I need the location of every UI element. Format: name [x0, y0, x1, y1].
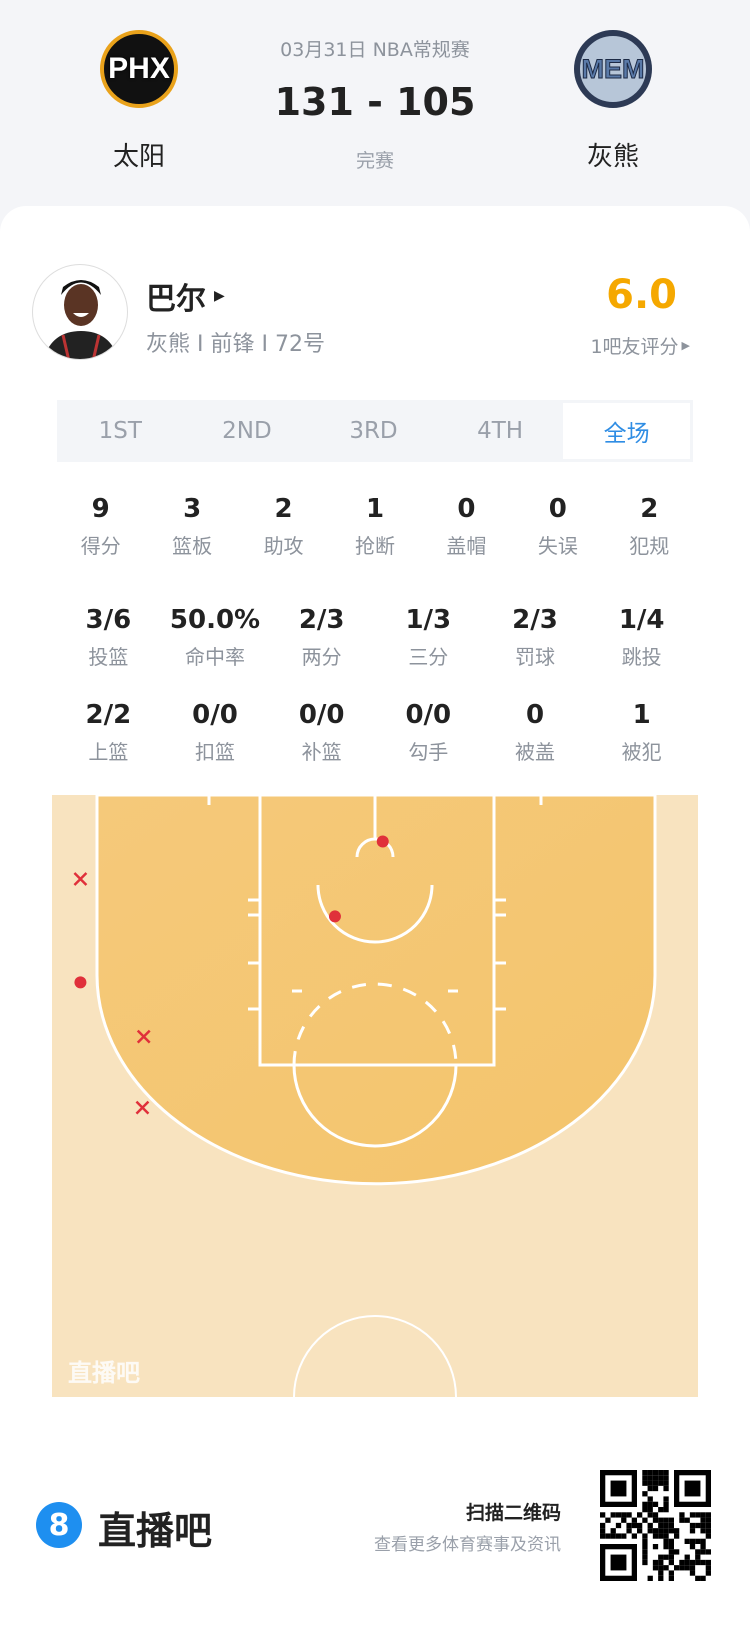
shot-made-marker — [376, 835, 389, 848]
stat-value: 2 — [640, 494, 659, 524]
stats-row-basic: 9 得分 3 篮板 2 助攻 1 抢断 0 盖帽 0 失误 2 犯规 — [55, 492, 695, 559]
home-team-name: 太阳 — [112, 142, 165, 172]
shot-missed-marker — [135, 1100, 150, 1115]
stat-value: 3 — [183, 494, 202, 524]
stat-label: 罚球 — [514, 645, 555, 669]
player-avatar — [32, 264, 128, 360]
stat-value: 2 — [274, 494, 293, 524]
tab-1st[interactable]: 1ST — [98, 418, 142, 444]
tab-2nd[interactable]: 2ND — [222, 418, 272, 444]
home-team-logo[interactable]: PHX — [100, 30, 178, 108]
stat-label: 命中率 — [184, 645, 245, 669]
stat-value: 0/0 — [298, 700, 345, 730]
player-name-link[interactable]: 巴尔 ▶ — [146, 274, 225, 318]
shot-made-marker — [74, 976, 87, 989]
period-tabs: 1ST 2ND 3RD 4TH 全场 — [57, 400, 693, 462]
stat-2: 2/3 两分 — [268, 603, 375, 670]
stat-5: 1 被犯 — [588, 698, 695, 765]
rating-label: 1吧友评分 — [590, 336, 679, 358]
qr-subtitle: 查看更多体育赛事及资讯 — [374, 1535, 561, 1555]
stat-5: 1/4 跳投 — [588, 603, 695, 670]
shot-made-marker — [328, 910, 341, 923]
player-name: 巴尔 — [146, 282, 206, 317]
shot-chart: 直播吧 — [52, 795, 698, 1397]
stat-value: 1 — [632, 700, 651, 730]
stat-value: 0/0 — [405, 700, 452, 730]
court-lines — [207, 795, 543, 1397]
stat-value: 0 — [548, 494, 567, 524]
stat-4: 0 被盖 — [482, 698, 589, 765]
stat-4: 0 盖帽 — [421, 492, 512, 559]
match-score: 131 - 105 — [274, 80, 476, 124]
stat-value: 50.0% — [169, 605, 261, 635]
stat-value: 0 — [457, 494, 476, 524]
stat-label: 得分 — [80, 534, 121, 558]
stat-label: 被盖 — [514, 740, 555, 764]
stat-1: 50.0% 命中率 — [162, 603, 269, 670]
stat-label: 扣篮 — [194, 740, 235, 764]
shot-missed-marker — [136, 1029, 151, 1044]
stat-value: 2/2 — [85, 700, 132, 730]
stat-label: 投篮 — [88, 645, 129, 669]
stat-6: 2 犯规 — [604, 492, 695, 559]
brand-logo-icon: 8 — [36, 1502, 82, 1548]
stat-label: 助攻 — [263, 534, 304, 558]
stat-label: 被犯 — [621, 740, 662, 764]
stat-label: 上篮 — [88, 740, 129, 764]
away-logo-text: MEM — [581, 53, 645, 84]
stat-value: 1 — [365, 494, 385, 524]
stat-value: 2/3 — [298, 605, 345, 635]
qr-code[interactable] — [600, 1470, 711, 1581]
caret-right-icon: ▶ — [214, 288, 225, 304]
stat-5: 0 失误 — [512, 492, 603, 559]
stat-0: 2/2 上篮 — [55, 698, 162, 765]
stat-value: 3/6 — [85, 605, 132, 635]
player-info: 灰熊 I 前锋 I 72号 — [146, 332, 325, 357]
watermark-logo: 直播吧 — [68, 1359, 140, 1387]
stat-4: 2/3 罚球 — [482, 603, 589, 670]
match-date-league: 03月31日 NBA常规赛 — [280, 39, 470, 61]
stat-value: 1/3 — [405, 605, 452, 635]
tab-4th[interactable]: 4TH — [477, 418, 524, 444]
stat-3: 0/0 勾手 — [375, 698, 482, 765]
qr-title: 扫描二维码 — [465, 1502, 561, 1524]
tab-3rd[interactable]: 3RD — [349, 418, 398, 444]
stats-row-shooting: 3/6 投篮 50.0% 命中率 2/3 两分 1/3 三分 2/3 罚球 1/4 跳投 — [55, 603, 695, 670]
three-point-area — [95, 795, 657, 1186]
brand-name: 直播吧 — [98, 1509, 213, 1553]
stat-value: 9 — [91, 494, 110, 524]
stat-label: 两分 — [301, 645, 342, 669]
match-status: 完赛 — [355, 150, 394, 172]
stat-label: 犯规 — [629, 534, 670, 558]
home-logo-text: PHX — [108, 52, 170, 85]
stat-label: 勾手 — [408, 740, 449, 764]
tab-full-game[interactable]: 全场 — [563, 403, 690, 459]
stat-label: 篮板 — [172, 534, 213, 558]
stat-label: 抢断 — [354, 534, 395, 558]
stat-label: 失误 — [537, 534, 578, 558]
stat-label: 盖帽 — [446, 534, 487, 558]
stat-3: 1/3 三分 — [375, 603, 482, 670]
stat-value: 0/0 — [192, 700, 238, 730]
player-rating: 6.0 — [606, 272, 677, 318]
stat-0: 3/6 投篮 — [55, 603, 162, 670]
stat-value: 1/4 — [618, 605, 665, 635]
stat-1: 0/0 扣篮 — [162, 698, 269, 765]
stat-3: 1 抢断 — [329, 492, 420, 559]
stat-2: 2 助攻 — [238, 492, 329, 559]
caret-right-icon: ▶ — [681, 339, 690, 352]
stat-label: 跳投 — [621, 645, 662, 669]
stat-label: 三分 — [408, 645, 449, 669]
stat-2: 0/0 补篮 — [268, 698, 375, 765]
stat-value: 0 — [525, 700, 545, 730]
away-team-name: 灰熊 — [586, 142, 639, 172]
rating-link[interactable]: 1吧友评分 ▶ — [590, 332, 690, 359]
stat-value: 2/3 — [512, 605, 558, 635]
shot-missed-marker — [73, 872, 88, 886]
stat-label: 补篮 — [301, 740, 342, 764]
away-team-logo[interactable]: MEM — [574, 30, 652, 108]
stats-row-shot-types: 2/2 上篮 0/0 扣篮 0/0 补篮 0/0 勾手 0 被盖 1 被犯 — [55, 698, 695, 765]
stat-1: 3 篮板 — [146, 492, 237, 559]
stat-0: 9 得分 — [55, 492, 146, 559]
